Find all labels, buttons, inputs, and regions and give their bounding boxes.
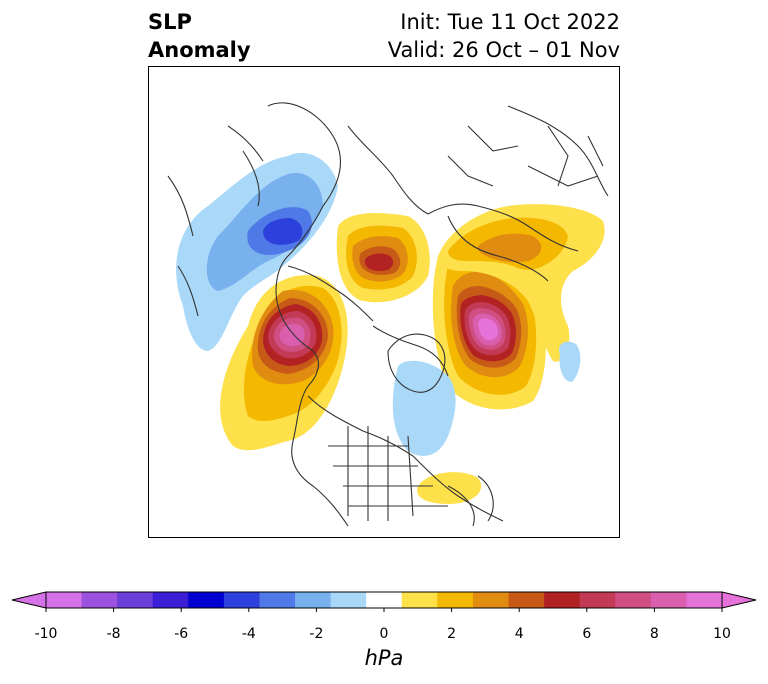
colorbar-segment bbox=[544, 592, 581, 608]
colorbar-segment bbox=[508, 592, 545, 608]
colorbar-tick-label: -4 bbox=[241, 626, 256, 642]
colorbar-segment bbox=[46, 592, 83, 608]
colorbar-segment bbox=[259, 592, 296, 608]
colorbar-segment bbox=[472, 592, 510, 608]
colorbar-tick-label: 10 bbox=[713, 626, 731, 642]
colorbar-segment bbox=[295, 592, 332, 608]
colorbar-tick-label: -6 bbox=[174, 626, 189, 642]
anomaly-fields bbox=[176, 152, 605, 504]
polar-map bbox=[148, 66, 620, 538]
colorbar-segment bbox=[330, 592, 367, 608]
colorbar-tick-label: 0 bbox=[379, 626, 389, 642]
init-date: Init: Tue 11 Oct 2022 bbox=[400, 10, 620, 34]
positive-anomaly-central-arctic bbox=[336, 213, 430, 303]
map-title: SLP Anomaly bbox=[148, 8, 251, 64]
positive-anomaly-kamchatka-alaska bbox=[220, 275, 348, 451]
colorbar-segment bbox=[223, 592, 260, 608]
coastlines bbox=[167, 102, 609, 527]
colorbar-tick-label: 6 bbox=[582, 626, 592, 642]
colorbar-tick-marks bbox=[45, 608, 723, 612]
colorbar-tick-label: 4 bbox=[514, 626, 524, 642]
negative-anomaly-siberia bbox=[176, 152, 338, 351]
colorbar-under-arrow bbox=[11, 591, 47, 609]
title-line-2: Anomaly bbox=[148, 38, 251, 62]
colorbar-segment bbox=[188, 592, 225, 608]
colorbar-segment bbox=[686, 592, 723, 608]
colorbar-tick-label: 2 bbox=[447, 626, 457, 642]
colorbar-segment bbox=[81, 592, 118, 608]
colorbar-segment bbox=[117, 592, 154, 608]
colorbar-segment bbox=[437, 592, 474, 608]
colorbar-unit-label: hPa bbox=[364, 646, 404, 670]
colorbar-segment bbox=[579, 592, 616, 608]
positive-anomaly-southeast-us bbox=[417, 472, 482, 504]
colorbar-tick-label: -2 bbox=[309, 626, 324, 642]
colorbar-segment bbox=[615, 592, 652, 608]
negative-anomaly-hudson-bay-eastern-canada bbox=[392, 360, 456, 456]
colorbar-tick-label: -10 bbox=[34, 626, 58, 642]
title-line-1: SLP bbox=[148, 10, 192, 34]
colorbar-tick-label: -8 bbox=[106, 626, 121, 642]
colorbar-tick-label: 8 bbox=[649, 626, 659, 642]
colorbar-over-arrow bbox=[721, 591, 757, 609]
colorbar-segment bbox=[401, 592, 438, 608]
valid-range: Valid: 26 Oct – 01 Nov bbox=[387, 38, 620, 62]
colorbar-segment bbox=[366, 592, 403, 608]
colorbar-segment bbox=[152, 592, 189, 608]
colorbar-segment bbox=[650, 592, 687, 608]
colorbar bbox=[11, 591, 757, 612]
colorbar-segments bbox=[46, 592, 723, 608]
date-info: Init: Tue 11 Oct 2022 Valid: 26 Oct – 01… bbox=[388, 8, 620, 64]
negative-anomaly-mid-atlantic bbox=[559, 341, 581, 382]
map-frame bbox=[148, 66, 620, 538]
